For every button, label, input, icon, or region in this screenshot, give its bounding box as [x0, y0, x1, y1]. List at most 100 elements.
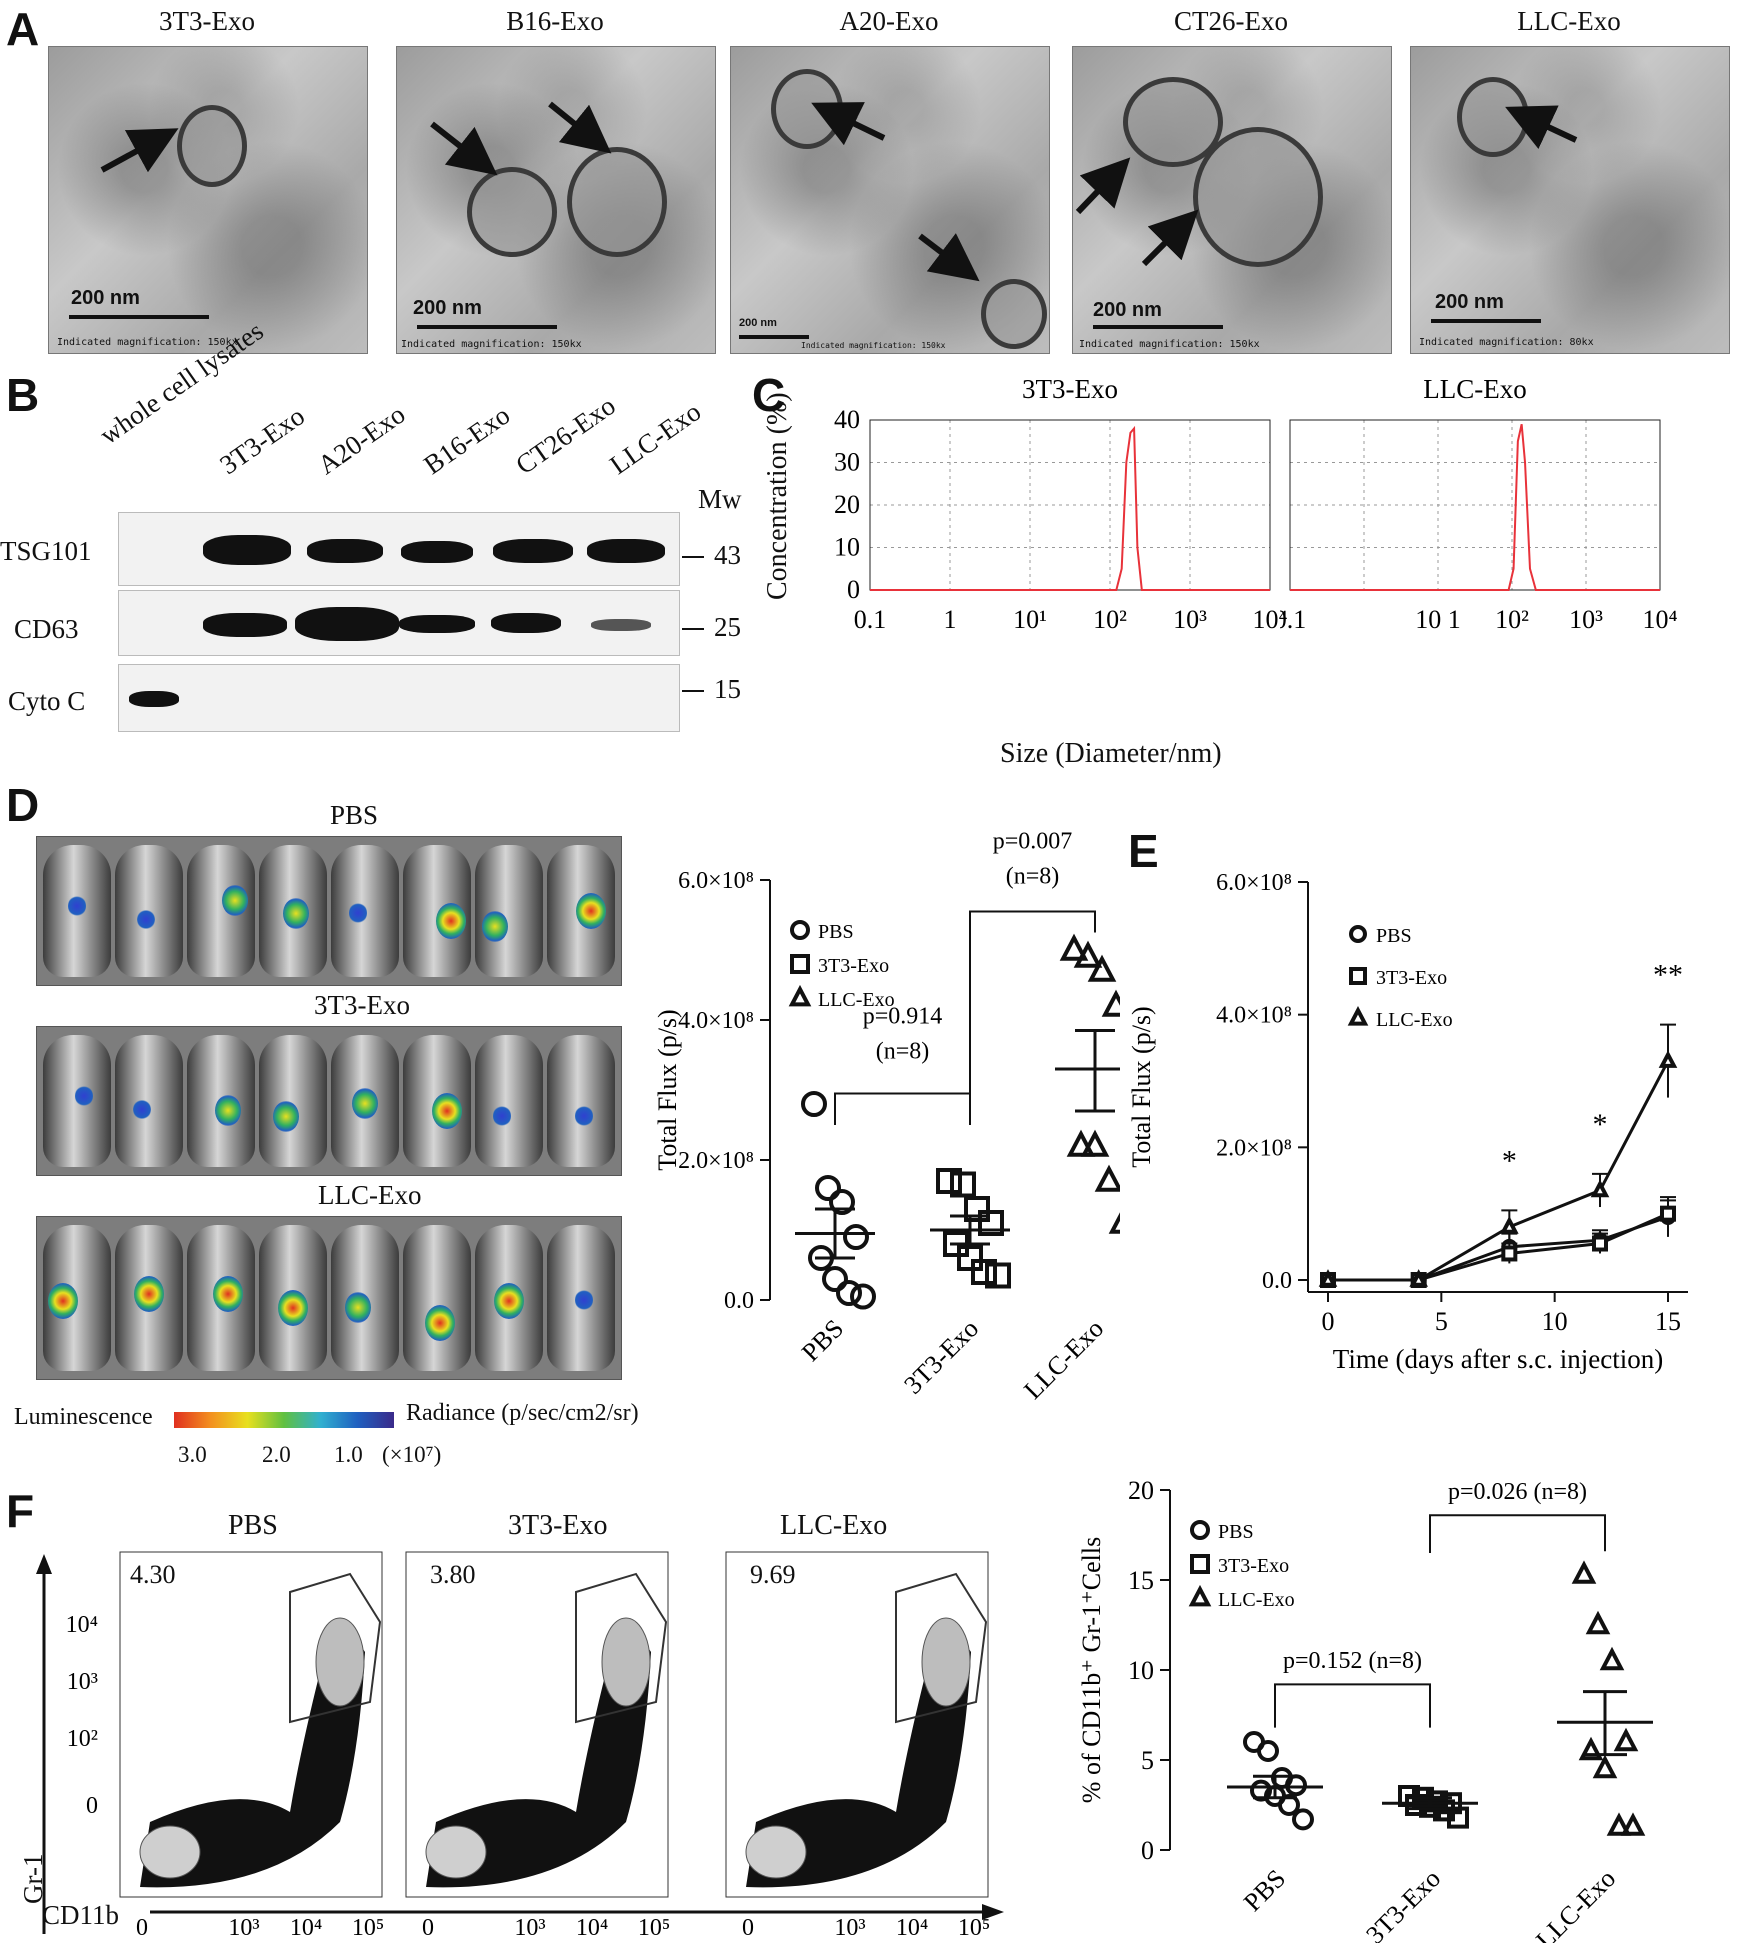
bioluminescence-spot — [212, 1275, 243, 1312]
x-tick-label: 0.1 — [1280, 605, 1306, 634]
cell-population — [601, 1617, 651, 1707]
x-tick-label: 10³ — [514, 1915, 545, 1941]
mouse — [43, 1035, 111, 1167]
y-tick-label: 2.0×10⁸ — [678, 1148, 754, 1174]
x-tick-label: 0 — [1322, 1307, 1335, 1336]
colorbar-tick: 3.0 — [178, 1442, 207, 1467]
p-value-label: p=0.026 (n=8) — [1448, 1479, 1587, 1505]
mouse — [187, 845, 255, 977]
data-point — [950, 1171, 976, 1198]
x-category-label: LLC-Exo — [1530, 1864, 1621, 1943]
bioluminescence-spot — [435, 902, 466, 939]
arrowhead — [36, 1554, 52, 1574]
data-point — [1585, 1610, 1611, 1635]
cell-population — [745, 1825, 807, 1879]
data-point — [1349, 925, 1367, 943]
x-tick-label: 10⁵ — [638, 1915, 670, 1941]
bioluminescence-spot — [48, 1283, 79, 1319]
lane-label: A20-Exo — [312, 398, 411, 481]
series-line — [1328, 1212, 1669, 1282]
y-tick-label: 0.0 — [1262, 1268, 1292, 1294]
plot-frame — [869, 419, 1271, 591]
y-tick-label: 4.0×10⁸ — [1216, 1003, 1292, 1029]
x-tick-label: 10⁴ — [896, 1915, 928, 1941]
em-title: CT26-Exo — [1174, 6, 1288, 36]
y-tick-label: 6.0×10⁸ — [678, 868, 754, 894]
significance-marker: * — [1593, 1108, 1608, 1141]
data-point — [1094, 1164, 1120, 1192]
data-point — [1571, 1560, 1597, 1584]
lane-label: CT26-Exo — [510, 390, 621, 481]
data-point — [1501, 1245, 1518, 1262]
data-point — [822, 1266, 848, 1292]
legend-label: PBS — [1218, 1521, 1254, 1543]
colorbar-left-label: Luminescence — [14, 1404, 153, 1430]
chart-title: LLC-Exo — [1423, 380, 1526, 404]
data-point — [1660, 1205, 1676, 1222]
data-point — [1190, 1554, 1210, 1574]
legend-label: 3T3-Exo — [1376, 967, 1447, 989]
x-tick-label: 0.1 — [854, 605, 887, 634]
data-point — [815, 1175, 841, 1201]
bioluminescence-spot — [494, 1283, 524, 1319]
lane-label: B16-Exo — [418, 399, 516, 481]
x-category-label: PBS — [796, 1314, 849, 1367]
bioluminescence-spot — [68, 895, 86, 917]
bioluminescence-spot — [133, 1098, 152, 1121]
scale-label: 200 nm — [71, 287, 140, 309]
significance-bracket — [969, 910, 1096, 1125]
flow-plot-title: 3T3-Exo — [508, 1510, 608, 1541]
x-tick-label: 0 — [136, 1915, 148, 1941]
y-tick-label: 15 — [1128, 1566, 1154, 1595]
x-category-label: 3T3-Exo — [1360, 1864, 1446, 1943]
x-tick-label: 10³ — [228, 1915, 259, 1941]
cell-density-region — [746, 1636, 971, 1888]
mouse — [43, 845, 111, 977]
significance-marker: * — [1502, 1144, 1517, 1177]
bioluminescence-spot — [273, 1101, 300, 1133]
data-point — [957, 1245, 983, 1271]
y-tick-label: 40 — [834, 405, 860, 434]
x-category-label: 3T3-Exo — [898, 1314, 984, 1400]
x-tick-label: 10³ — [1173, 605, 1207, 634]
n-label: (n=8) — [876, 1039, 930, 1065]
x-tick-label: 10² — [1093, 605, 1127, 634]
data-point — [1578, 1736, 1604, 1761]
magnification-label: Indicated magnification: 150kx — [801, 341, 946, 350]
blot-strip-cytoc — [118, 664, 680, 732]
mouse — [259, 845, 327, 977]
data-point — [1606, 1812, 1632, 1836]
significance-bracket — [1429, 1514, 1606, 1553]
colorbar-right-label: Radiance (p/sec/cm2/sr) — [406, 1400, 639, 1426]
bioluminescence-spot — [74, 1085, 93, 1107]
data-point — [936, 1168, 962, 1194]
data-point — [843, 1224, 869, 1250]
p-value-label: p=0.007 — [993, 830, 1073, 855]
mouse — [403, 1225, 471, 1371]
y-tick-label: 0 — [86, 1793, 98, 1819]
data-point — [829, 1189, 855, 1215]
data-point — [850, 1283, 876, 1310]
legend-label: LLC-Exo — [818, 989, 895, 1011]
data-point — [1108, 1212, 1120, 1234]
x-tick-label: 0 — [742, 1915, 754, 1941]
x-tick-label: 10⁴ — [576, 1915, 608, 1941]
y-tick-label: 5 — [1141, 1746, 1154, 1775]
flow-plot-title: PBS — [228, 1510, 278, 1541]
n-label: (n=8) — [1006, 864, 1060, 890]
legend-label: LLC-Exo — [1218, 1589, 1295, 1611]
cell-population — [425, 1825, 487, 1879]
size-distribution-chart-llc: LLC-Exo 0.1 10 1 10² 10³ 10⁴ — [1280, 380, 1678, 634]
em-image-llc: 200 nm Indicated magnification: 80kx — [1410, 46, 1730, 354]
data-point — [790, 920, 810, 940]
x-tick-label: 10⁴ — [1252, 605, 1287, 634]
data-point — [1066, 1129, 1096, 1157]
significance-marker: ** — [1653, 959, 1683, 992]
x-axis-label: Time (days after s.c. injection) — [1333, 1344, 1663, 1374]
scale-label: 200 nm — [1093, 299, 1162, 321]
total-flux-time-course-chart: 0.0 2.0×10⁸ 4.0×10⁸ 6.0×10⁸ 0 5 10 15 Total Flux… — [1127, 870, 1688, 1374]
data-point — [1500, 1216, 1519, 1234]
data-point — [1101, 989, 1120, 1017]
em-title: 3T3-Exo — [159, 6, 255, 36]
imaging-panel-pbs — [36, 836, 622, 986]
